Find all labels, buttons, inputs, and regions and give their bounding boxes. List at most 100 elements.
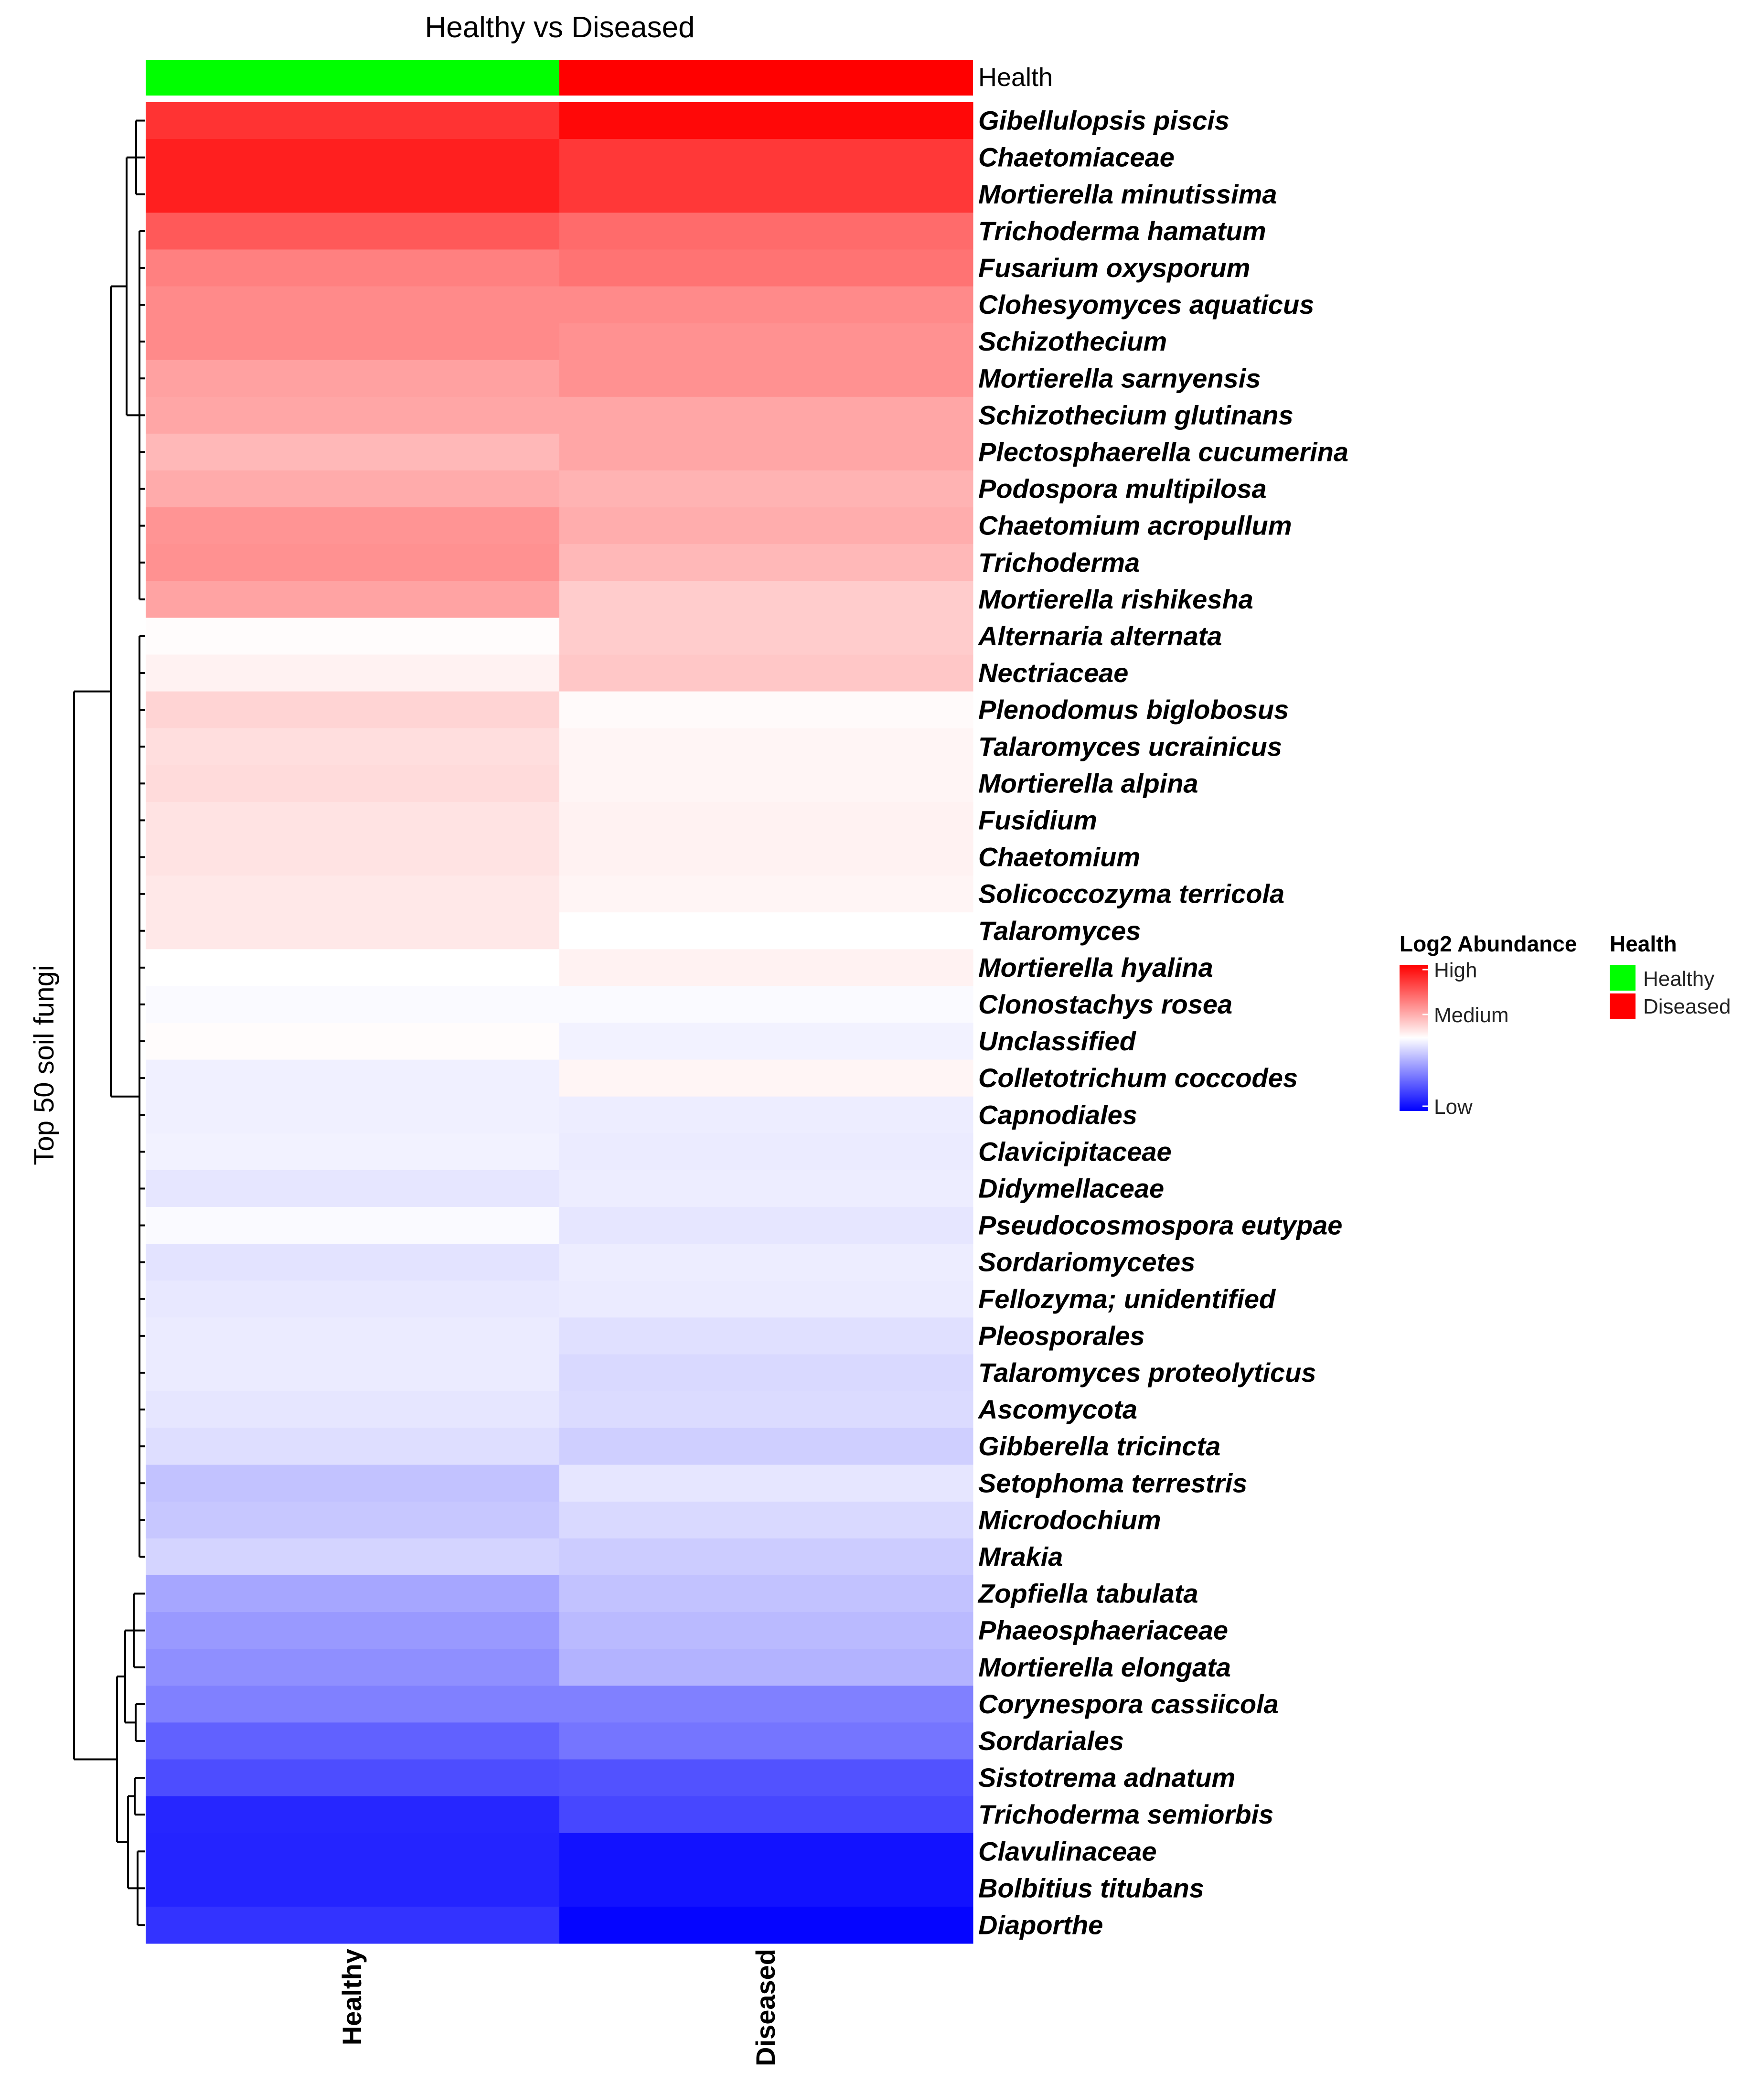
cell-sordariales-diseased xyxy=(559,1722,973,1760)
row-label: Capnodiales xyxy=(978,1100,1137,1130)
cell-ascomycota-healthy xyxy=(146,1391,560,1429)
health-annotation-label: Health xyxy=(978,63,1053,92)
cell-talaromyces-ucrainicus-diseased xyxy=(559,728,973,766)
row-label: Pleosporales xyxy=(978,1321,1145,1351)
row-label: Trichoderma semiorbis xyxy=(978,1799,1273,1829)
cell-clavulinaceae-diseased xyxy=(559,1833,973,1870)
row-label: Mortierella alpina xyxy=(978,768,1198,798)
row-label: Talaromyces ucrainicus xyxy=(978,731,1282,761)
row-label: Mortierella elongata xyxy=(978,1652,1231,1682)
row-label: Sordariales xyxy=(978,1726,1124,1756)
row-label: Clohesyomyces aquaticus xyxy=(978,289,1314,320)
cell-sistotrema-adnatum-healthy xyxy=(146,1759,560,1797)
row-label: Setophoma terrestris xyxy=(978,1468,1247,1498)
cell-mortierella-elongata-diseased xyxy=(559,1649,973,1686)
cell-mortierella-hyalina-healthy xyxy=(146,949,560,986)
row-label: Gibberella tricincta xyxy=(978,1431,1220,1461)
cell-mortierella-rishikesha-diseased xyxy=(559,581,973,618)
cell-gibberella-tricincta-diseased xyxy=(559,1428,973,1465)
cell-mrakia-healthy xyxy=(146,1538,560,1576)
cell-trichoderma-semiorbis-diseased xyxy=(559,1796,973,1834)
scale-gradient-bar xyxy=(1400,965,1428,1111)
row-label: Zopfiella tabulata xyxy=(977,1579,1198,1609)
cell-sordariomycetes-diseased xyxy=(559,1244,973,1281)
cell-clonostachys-rosea-diseased xyxy=(559,986,973,1023)
row-label: Diaporthe xyxy=(978,1910,1103,1940)
cell-talaromyces-healthy xyxy=(146,912,560,950)
cell-trichoderma-hamatum-diseased xyxy=(559,213,973,250)
row-label: Mrakia xyxy=(978,1541,1063,1571)
row-label: Mortierella sarnyensis xyxy=(978,363,1261,393)
row-label: Sistotrema adnatum xyxy=(978,1762,1235,1793)
health-annotation-bar xyxy=(146,60,973,96)
row-label: Schizothecium glutinans xyxy=(978,400,1294,430)
row-labels: Gibellulopsis piscis Chaetomiaceae Mortier… xyxy=(977,106,1348,1940)
row-label: Unclassified xyxy=(978,1026,1137,1056)
row-label: Plenodomus biglobosus xyxy=(978,694,1289,725)
cell-bolbitius-titubans-healthy xyxy=(146,1869,560,1907)
cell-colletotrichum-coccodes-healthy xyxy=(146,1059,560,1097)
cell-gibellulopsis-piscis-diseased xyxy=(559,102,973,139)
cell-pseudocosmospora-eutypae-diseased xyxy=(559,1207,973,1244)
cell-unclassified-diseased xyxy=(559,1023,973,1060)
cell-capnodiales-healthy xyxy=(146,1096,560,1134)
cell-nectriaceae-healthy xyxy=(146,654,560,692)
cell-corynespora-cassiicola-healthy xyxy=(146,1686,560,1723)
cell-setophoma-terrestris-diseased xyxy=(559,1464,973,1502)
row-label: Trichoderma hamatum xyxy=(978,216,1266,246)
cell-microdochium-diseased xyxy=(559,1501,973,1539)
y-axis-label: Top 50 soil fungi xyxy=(29,965,60,1165)
cell-microdochium-healthy xyxy=(146,1501,560,1539)
cell-alternaria-alternata-healthy xyxy=(146,618,560,655)
cell-podospora-multipilosa-healthy xyxy=(146,470,560,508)
annotation-cell-diseased xyxy=(559,60,973,96)
row-label: Alternaria alternata xyxy=(977,621,1222,651)
cell-fellozyma-unidentified-diseased xyxy=(559,1281,973,1318)
cell-clavicipitaceae-diseased xyxy=(559,1133,973,1171)
row-label: Trichoderma xyxy=(978,547,1140,577)
cell-schizothecium-healthy xyxy=(146,323,560,361)
health-legend-title: Health xyxy=(1610,931,1677,956)
cell-pleosporales-diseased xyxy=(559,1317,973,1355)
cell-solicoccozyma-terricola-diseased xyxy=(559,876,973,913)
cell-nectriaceae-diseased xyxy=(559,654,973,692)
cell-fusarium-oxysporum-healthy xyxy=(146,249,560,287)
cell-trichoderma-hamatum-healthy xyxy=(146,213,560,250)
cell-pleosporales-healthy xyxy=(146,1317,560,1355)
cell-talaromyces-proteolyticus-healthy xyxy=(146,1354,560,1391)
row-label: Didymellaceae xyxy=(978,1173,1164,1203)
row-label: Fusidium xyxy=(978,805,1097,835)
cell-zopfiella-tabulata-healthy xyxy=(146,1575,560,1612)
chart-title: Healthy vs Diseased xyxy=(425,11,695,44)
scale-label-medium: Medium xyxy=(1434,1004,1509,1027)
cell-alternaria-alternata-diseased xyxy=(559,618,973,655)
health-legend-label-diseased: Diseased xyxy=(1643,995,1731,1018)
row-label: Clonostachys rosea xyxy=(978,989,1232,1019)
row-label: Talaromyces xyxy=(978,916,1141,946)
log2-abundance-legend: Log2 Abundance High Medium Low xyxy=(1400,931,1577,1119)
cell-schizothecium-glutinans-diseased xyxy=(559,396,973,434)
cell-mrakia-diseased xyxy=(559,1538,973,1576)
row-label: Chaetomiaceae xyxy=(978,142,1175,172)
cell-mortierella-sarnyensis-diseased xyxy=(559,360,973,397)
cell-clohesyomyces-aquaticus-diseased xyxy=(559,286,973,324)
row-label: Fusarium oxysporum xyxy=(978,253,1250,283)
row-dendrogram xyxy=(73,119,145,1926)
cell-chaetomiaceae-diseased xyxy=(559,139,973,176)
row-label: Solicoccozyma terricola xyxy=(978,879,1284,909)
cell-colletotrichum-coccodes-diseased xyxy=(559,1059,973,1097)
scale-legend-title: Log2 Abundance xyxy=(1400,931,1577,956)
scale-label-high: High xyxy=(1434,959,1477,982)
column-label-diseased: Diseased xyxy=(750,1949,780,2066)
cell-plectosphaerella-cucumerina-diseased xyxy=(559,433,973,471)
cell-chaetomiaceae-healthy xyxy=(146,139,560,176)
cell-clavulinaceae-healthy xyxy=(146,1833,560,1870)
cell-trichoderma-semiorbis-healthy xyxy=(146,1796,560,1834)
row-label: Clavicipitaceae xyxy=(978,1136,1172,1166)
row-label: Talaromyces proteolyticus xyxy=(978,1357,1316,1388)
cell-talaromyces-ucrainicus-healthy xyxy=(146,728,560,766)
cell-mortierella-rishikesha-healthy xyxy=(146,581,560,618)
cell-setophoma-terrestris-healthy xyxy=(146,1464,560,1502)
cell-diaporthe-diseased xyxy=(559,1906,973,1944)
cell-talaromyces-proteolyticus-diseased xyxy=(559,1354,973,1391)
